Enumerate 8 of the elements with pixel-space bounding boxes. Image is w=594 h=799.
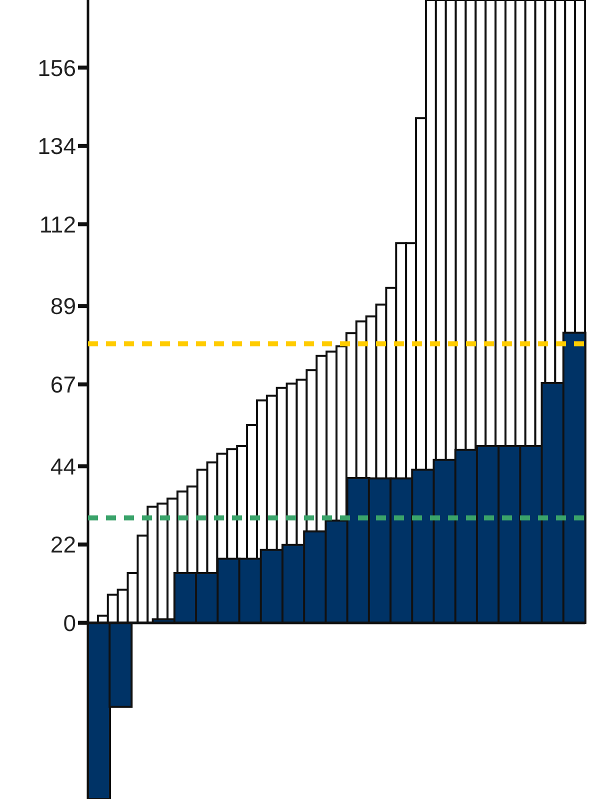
y-tick-label: 0 (63, 610, 76, 636)
y-tick-label: 156 (38, 54, 76, 81)
y-tick-label: 44 (50, 453, 76, 480)
y-tick-label: 134 (38, 133, 76, 160)
y-tick-label: 22 (50, 532, 76, 558)
y-tick-label: 67 (50, 372, 76, 398)
y-tick-label: 89 (50, 293, 76, 320)
y-tick-label: 112 (39, 211, 76, 238)
